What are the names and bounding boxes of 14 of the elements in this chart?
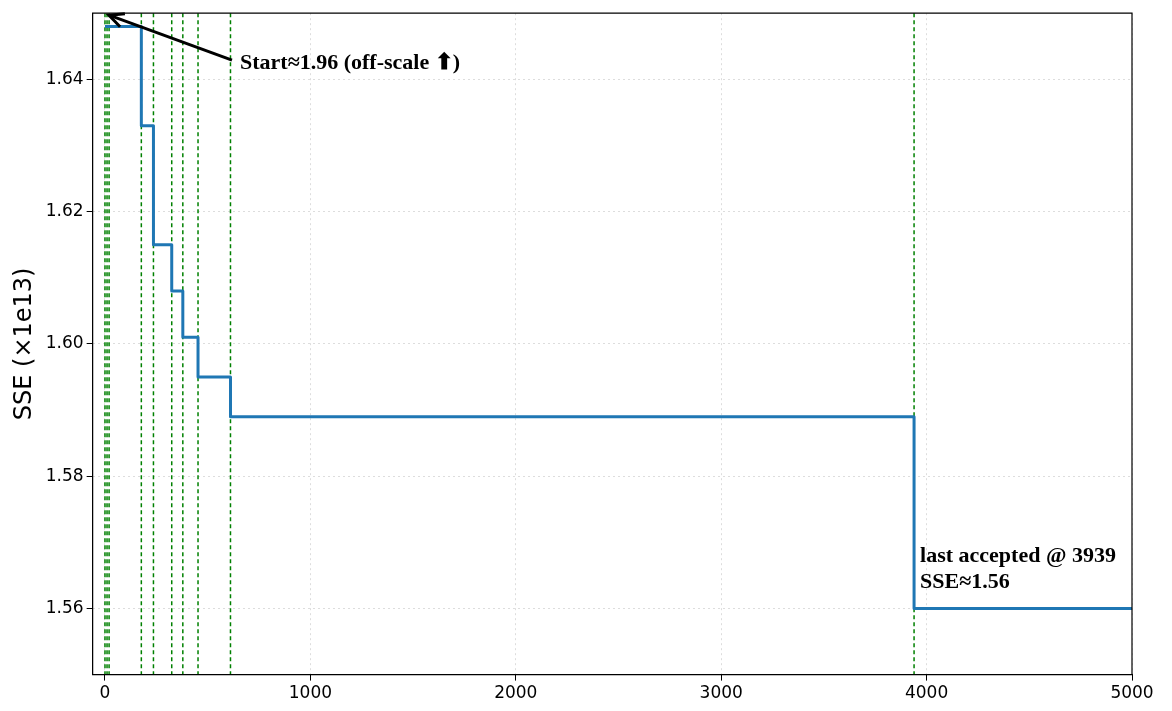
x-tick-label: 5000 [1110,682,1154,703]
x-tick-label: 3000 [699,682,743,703]
y-tick-label: 1.60 [45,332,84,353]
y-tick-label: 1.62 [45,200,84,221]
y-tick-label: 1.64 [45,67,84,88]
x-tick-label: 4000 [904,682,949,703]
annotation: last accepted @ 3939 SSE≈1.56 [920,542,1116,594]
x-tick-label: 0 [99,682,111,703]
annotation: Start≈1.96 (off-scale ⬆) [239,48,461,74]
x-tick-label: 1000 [288,682,333,703]
y-tick-label: 1.58 [45,464,84,485]
y-tick-label: 1.56 [45,596,84,617]
x-tick-label: 2000 [494,682,538,703]
y-axis-title: SSE (×1e13) [8,267,37,421]
